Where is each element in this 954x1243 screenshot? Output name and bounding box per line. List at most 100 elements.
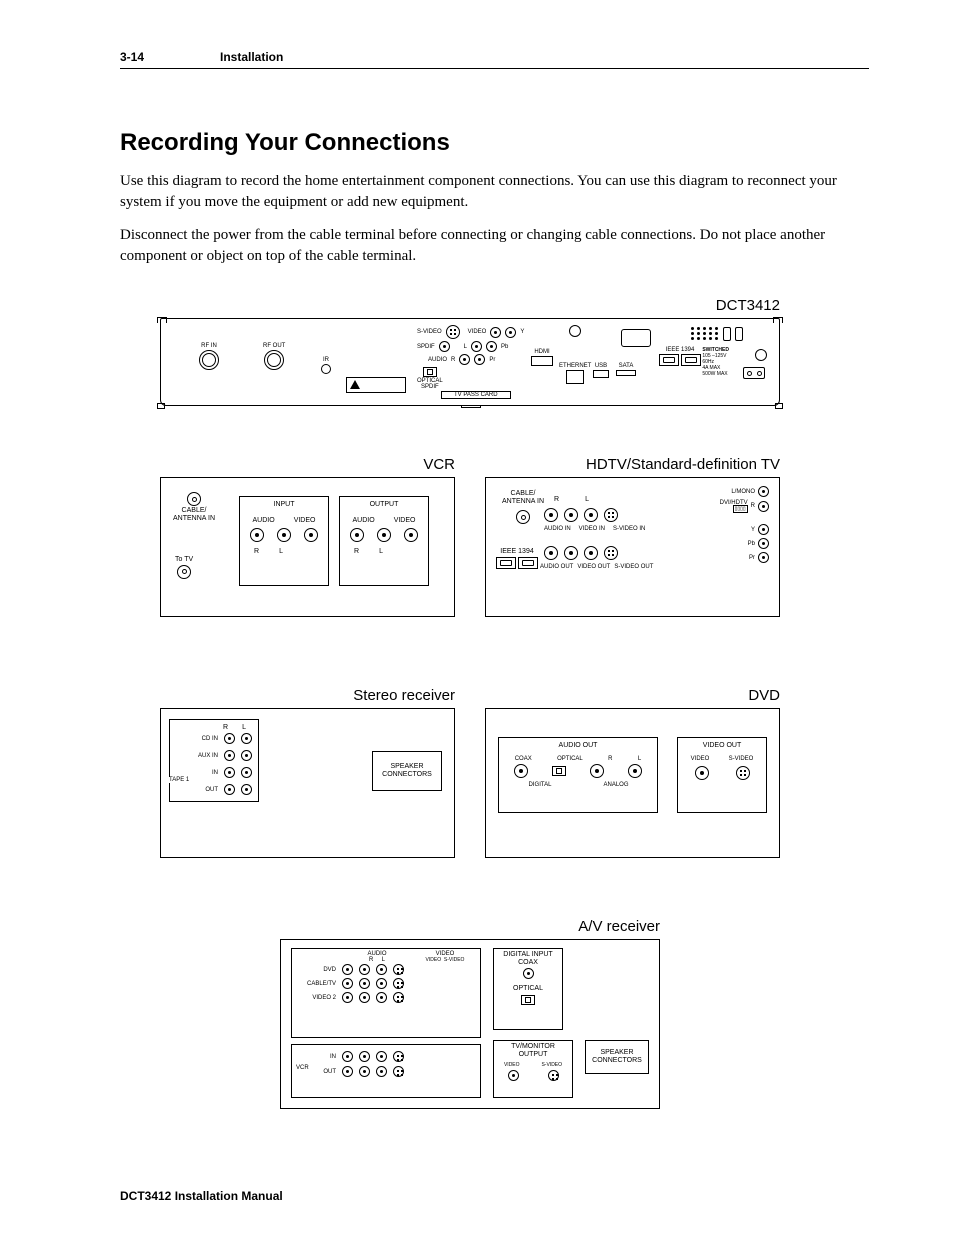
screw-icon [569, 325, 581, 337]
hdmi-port-icon [531, 356, 553, 366]
dvd-video-box: VIDEO OUT VIDEO S-VIDEO [677, 737, 767, 813]
input-label: INPUT [246, 501, 322, 509]
dct-label: DCT3412 [160, 297, 780, 314]
video-label: VIDEO [426, 957, 442, 963]
video-out-label: VIDEO OUT [577, 564, 610, 570]
rca-port-icon [590, 764, 604, 778]
rf-out-port-icon [264, 350, 284, 370]
connection-diagrams: DCT3412 RF IN RF OUT IR [160, 297, 780, 1109]
video-in-label: VIDEO IN [579, 526, 605, 532]
svideo-port-icon [604, 546, 618, 560]
svideo-label: S-VIDEO [541, 1062, 562, 1068]
rca-port-icon [250, 528, 264, 542]
rca-port-icon [277, 528, 291, 542]
ieee-port-icon [659, 354, 679, 366]
ieee-port-icon [496, 557, 516, 569]
digital-label: DIGITAL [505, 782, 575, 788]
rca-port-icon [359, 1051, 370, 1062]
page-title: Recording Your Connections [120, 129, 869, 157]
ieee-label: IEEE 1394 [666, 347, 695, 353]
optical-port-icon [552, 766, 566, 776]
svideo-port-icon [393, 1051, 404, 1062]
av-block: S-VIDEO VIDEO Y SPDIF L Pb AUDIO [417, 325, 524, 390]
power-specs: SWITCHED 105 –125V 60Hz 4A MAX 500W MAX [702, 347, 729, 377]
audio-label: AUDIO [353, 517, 375, 524]
svideo-port-icon [736, 766, 750, 780]
l-label: L [379, 548, 383, 555]
video-label: VIDEO [691, 756, 710, 762]
coax-label: COAX [515, 756, 532, 762]
r-label: R [751, 503, 755, 509]
sata-label: SATA [619, 363, 634, 369]
digital-coax-label: DIGITAL INPUT COAX [496, 951, 560, 966]
in-label: IN [296, 1054, 336, 1060]
hdmi-label: HDMI [534, 349, 549, 355]
rca-port-icon [584, 508, 598, 522]
svideo-port-icon [393, 978, 404, 989]
rca-port-icon [359, 964, 370, 975]
video-label: VIDEO [394, 517, 416, 524]
rca-port-icon [241, 767, 252, 778]
svideo-port-icon [604, 508, 618, 522]
rca-port-icon [376, 978, 387, 989]
warning-label-icon [346, 377, 406, 393]
svideo-label: S-VIDEO [444, 957, 465, 963]
coax-port-icon [516, 510, 530, 524]
r-label: R [223, 724, 228, 731]
tape1-label: TAPE 1 [168, 777, 190, 783]
ieee-port-icon [518, 557, 538, 569]
svideo-port-icon [393, 964, 404, 975]
vcr-input-box: INPUT AUDIO VIDEO R L [239, 496, 329, 586]
av-vcr-box: VCR IN OUT [291, 1044, 481, 1098]
r-label: R [554, 496, 559, 503]
rca-port-icon [342, 1066, 353, 1077]
video-label: VIDEO [468, 329, 487, 335]
rca-port-icon [758, 524, 769, 535]
r-label: R [369, 957, 373, 963]
ir-port-icon [321, 364, 331, 374]
coax-port-icon [177, 565, 191, 579]
svideo-port-icon [548, 1070, 559, 1081]
intro-paragraph-1: Use this diagram to record the home ente… [120, 171, 869, 213]
sata-port-icon [616, 370, 636, 376]
l-label: L [464, 344, 467, 350]
rca-port-icon [342, 978, 353, 989]
rca-port-icon [359, 992, 370, 1003]
optical-label: OPTICAL SPDIF [417, 378, 443, 390]
speaker-box: SPEAKER CONNECTORS [372, 751, 442, 791]
rca-port-icon [342, 964, 353, 975]
svideo-out-label: S-VIDEO OUT [614, 564, 653, 570]
stereo-label: Stereo receiver [160, 687, 455, 704]
ethernet-label: ETHERNET [559, 363, 591, 369]
r-label: R [354, 548, 359, 555]
r-port-icon [459, 354, 470, 365]
fuse-icon [723, 327, 731, 341]
spdif-label: SPDIF [417, 344, 435, 350]
rca-port-icon [404, 528, 418, 542]
av-speaker-box: SPEAKER CONNECTORS [585, 1040, 649, 1074]
rca-port-icon [376, 1051, 387, 1062]
dvd-label: DVD [485, 687, 780, 704]
r-label: R [254, 548, 259, 555]
rca-port-icon [376, 964, 387, 975]
vcr-output-box: OUTPUT AUDIO VIDEO R L [339, 496, 429, 586]
rca-port-icon [224, 733, 235, 744]
rf-in-label: RF IN [201, 343, 217, 349]
rca-port-icon [514, 764, 528, 778]
rca-port-icon [628, 764, 642, 778]
ethernet-port-icon [566, 370, 584, 384]
screw-icon [755, 349, 767, 361]
rca-port-icon [758, 486, 769, 497]
rca-port-icon [224, 784, 235, 795]
l-label: L [585, 496, 589, 503]
manual-page: 3-14 Installation Recording Your Connect… [0, 0, 954, 1243]
power-outlet-icon [743, 367, 765, 379]
vcr-panel: CABLE/ ANTENNA IN To TV INPUT AUDIO VIDE… [160, 477, 455, 617]
rca-port-icon [376, 1066, 387, 1077]
rca-port-icon [350, 528, 364, 542]
l-label: L [279, 548, 283, 555]
rca-port-icon [758, 552, 769, 563]
svideo-port-icon [393, 1066, 404, 1077]
video2-row-label: VIDEO 2 [296, 995, 336, 1001]
cable-ant-label: CABLE/ ANTENNA IN [173, 507, 215, 522]
